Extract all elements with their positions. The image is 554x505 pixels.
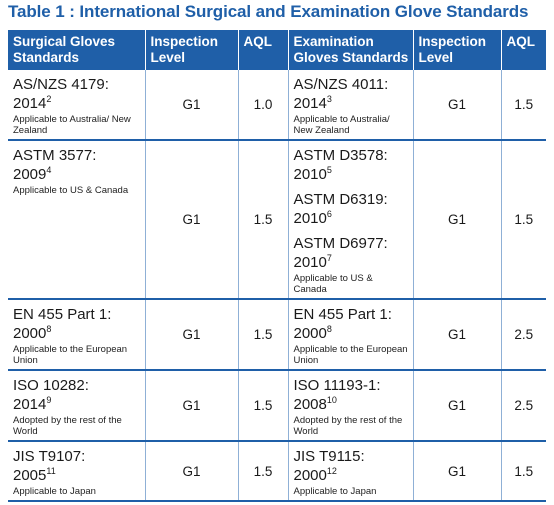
standard-year: 2010 [293,210,327,227]
table-title: Table 1 : International Surgical and Exa… [8,2,529,21]
footnote-ref: 8 [326,324,332,334]
applicability-note: Applicable to the European Union [293,344,408,366]
standard-name: ASTM 3577: [13,147,97,164]
examination-standard-cell: EN 455 Part 1: 20008 Applicable to the Eu… [287,299,413,371]
standard-name: EN 455 Part 1: [293,306,392,323]
applicability-note: Applicable to US & Canada [13,185,129,196]
header-inspection-level: Inspection Level [412,30,501,70]
standard-year: 2014 [13,95,47,112]
footnote-ref: 2 [46,94,52,104]
inspection-level-cell: G1 [412,441,501,502]
inspection-level-cell: G1 [144,140,238,300]
aql-cell: 1.5 [500,140,546,300]
standard-name: ISO 10282: [13,377,89,394]
applicability-note: Applicable to the European Union [13,344,128,366]
header-surgical-standards: Surgical Gloves Standards [8,30,145,70]
table-row: EN 455 Part 1: 20008 Applicable to the Eu… [8,299,546,371]
applicability-note: Applicable to US & Canada [293,273,373,295]
footnote-ref: 9 [46,395,52,405]
standard-name: ASTM D6977: [293,235,388,252]
header-row: Surgical Gloves Standards Inspection Lev… [8,30,546,70]
applicability-note: Applicable to Australia/ New Zealand [13,114,131,136]
footnote-ref: 3 [326,94,332,104]
header-aql: AQL [237,30,288,70]
footnote-ref: 10 [326,395,337,405]
aql-cell: 1.5 [237,299,288,371]
examination-standard-cell: AS/NZS 4011: 20143 Applicable to Australi… [287,70,413,141]
standard-name: ISO 11193-1: [293,377,381,394]
footnote-ref: 7 [326,253,332,263]
examination-standard-cell: ISO 11193-1: 200810 Adopted by the rest o… [287,370,413,442]
standard-year: 2014 [13,396,47,413]
aql-cell: 1.5 [500,441,546,502]
applicability-note: Adopted by the rest of the World [13,415,122,437]
standard-name: ASTM D6319: [293,191,388,208]
standard-name: ASTM D3578: [293,147,388,164]
standard-year: 2009 [13,166,47,183]
table-row: ISO 10282: 20149 Adopted by the rest of t… [8,370,546,442]
applicability-note: Applicable to Australia/ New Zealand [293,114,390,136]
inspection-level-cell: G1 [144,441,238,502]
standard-name: AS/NZS 4011: [293,76,389,93]
footnote-ref: 4 [46,165,52,175]
table-row: JIS T9107: 200511 Applicable to Japan G1 … [8,441,546,502]
header-aql: AQL [500,30,546,70]
inspection-level-cell: G1 [412,299,501,371]
aql-cell: 2.5 [500,370,546,442]
footnote-ref: 5 [326,165,332,175]
surgical-standard-cell: ISO 10282: 20149 Adopted by the rest of t… [8,370,145,442]
examination-standard-cell: JIS T9115: 200012 Applicable to Japan [287,441,413,502]
header-examination-standards: Examination Gloves Standards [287,30,413,70]
standard-year: 2008 [293,396,327,413]
aql-cell: 1.5 [500,70,546,141]
footnote-ref: 12 [326,466,337,476]
surgical-standard-cell: JIS T9107: 200511 Applicable to Japan [8,441,145,502]
table-row: AS/NZS 4179: 20142 Applicable to Australi… [8,70,546,141]
inspection-level-cell: G1 [144,299,238,371]
inspection-level-cell: G1 [144,370,238,442]
examination-standard-cell: ASTM D3578: 20105 ASTM D6319: 20106 ASTM D… [287,140,413,300]
standard-name: JIS T9107: [13,448,86,465]
aql-cell: 2.5 [500,299,546,371]
inspection-level-cell: G1 [412,140,501,300]
inspection-level-cell: G1 [144,70,238,141]
inspection-level-cell: G1 [412,370,501,442]
surgical-standard-cell: EN 455 Part 1: 20008 Applicable to the Eu… [8,299,145,371]
standard-year: 2000 [13,325,47,342]
applicability-note: Applicable to Japan [13,486,96,497]
applicability-note: Applicable to Japan [293,486,377,497]
surgical-standard-cell: AS/NZS 4179: 20142 Applicable to Australi… [8,70,145,141]
aql-cell: 1.0 [237,70,288,141]
applicability-note: Adopted by the rest of the World [293,415,403,437]
glove-standards-table: Surgical Gloves Standards Inspection Lev… [8,30,546,502]
standard-year: 2005 [13,467,47,484]
aql-cell: 1.5 [237,441,288,502]
footnote-ref: 6 [326,209,332,219]
aql-cell: 1.5 [237,370,288,442]
table-row: ASTM 3577: 20094 Applicable to US & Canad… [8,140,546,300]
standard-year: 2014 [293,95,327,112]
inspection-level-cell: G1 [412,70,501,141]
header-inspection-level: Inspection Level [144,30,238,70]
standard-year: 2010 [293,254,327,271]
standard-name: AS/NZS 4179: [13,76,109,93]
standard-name: EN 455 Part 1: [13,306,112,323]
aql-cell: 1.5 [237,140,288,300]
footnote-ref: 11 [46,466,56,476]
standard-year: 2010 [293,166,327,183]
footnote-ref: 8 [46,324,52,334]
surgical-standard-cell: ASTM 3577: 20094 Applicable to US & Canad… [8,140,145,300]
standard-year: 2000 [293,325,327,342]
standard-year: 2000 [293,467,327,484]
standard-name: JIS T9115: [293,448,365,465]
